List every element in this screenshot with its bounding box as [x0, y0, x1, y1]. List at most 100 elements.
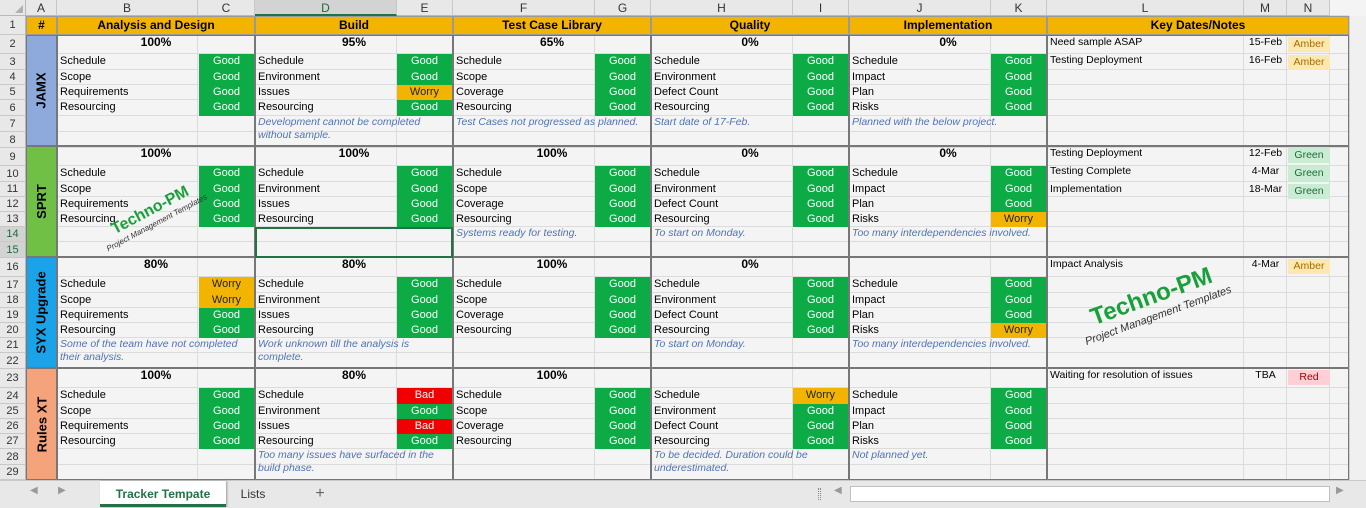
status-good-badge[interactable]: Good	[793, 419, 848, 434]
status-good-badge[interactable]: Good	[991, 70, 1046, 85]
row-header-20[interactable]: 20	[0, 323, 26, 338]
status-good-badge[interactable]: Good	[991, 434, 1046, 449]
column-header-l[interactable]: L	[1047, 0, 1244, 16]
phase-note[interactable]	[255, 227, 453, 257]
row-header-11[interactable]: 11	[0, 182, 26, 197]
row-header-10[interactable]: 10	[0, 166, 26, 182]
scroll-tabs-left-icon[interactable]: ◀	[30, 485, 38, 496]
status-good-badge[interactable]: Good	[793, 54, 848, 70]
phase-note[interactable]	[453, 449, 651, 480]
phase-note[interactable]: To be decided. Duration could be underes…	[654, 449, 808, 474]
status-good-badge[interactable]: Good	[199, 212, 254, 227]
status-good-badge[interactable]: Good	[595, 323, 650, 338]
phase-note[interactable]: Start date of 17-Feb.	[654, 116, 751, 128]
status-good-badge[interactable]: Good	[199, 388, 254, 404]
key-date-date[interactable]: 16-Feb	[1248, 54, 1283, 66]
row-header-23[interactable]: 23	[0, 369, 26, 388]
status-good-badge[interactable]: Good	[397, 100, 452, 116]
status-worry-badge[interactable]: Worry	[991, 212, 1046, 227]
hscroll-left-icon[interactable]: ◀	[834, 485, 842, 496]
status-good-badge[interactable]: Good	[595, 182, 650, 197]
column-header-g[interactable]: G	[595, 0, 651, 16]
row-header-6[interactable]: 6	[0, 100, 26, 116]
row-header-21[interactable]: 21	[0, 338, 26, 353]
key-date-date[interactable]: 18-Mar	[1248, 183, 1283, 195]
status-good-badge[interactable]: Good	[397, 182, 452, 197]
key-date-note[interactable]: Testing Complete	[1050, 165, 1132, 177]
status-good-badge[interactable]: Good	[595, 434, 650, 449]
status-good-badge[interactable]: Good	[793, 166, 848, 182]
status-good-badge[interactable]: Good	[793, 85, 848, 100]
status-good-badge[interactable]: Good	[595, 54, 650, 70]
status-good-badge[interactable]: Good	[991, 85, 1046, 100]
row-header-24[interactable]: 24	[0, 388, 26, 404]
status-good-badge[interactable]: Good	[595, 388, 650, 404]
key-date-note[interactable]: Waiting for resolution of issues	[1050, 369, 1193, 381]
phase-note[interactable]: Planned with the below project.	[852, 116, 998, 128]
status-good-badge[interactable]: Good	[991, 100, 1046, 116]
row-header-19[interactable]: 19	[0, 308, 26, 323]
status-good-badge[interactable]: Good	[199, 419, 254, 434]
status-good-badge[interactable]: Good	[991, 166, 1046, 182]
status-good-badge[interactable]: Good	[793, 197, 848, 212]
status-good-badge[interactable]: Good	[595, 166, 650, 182]
key-date-note[interactable]: Implementation	[1050, 183, 1122, 195]
status-good-badge[interactable]: Good	[793, 293, 848, 308]
sheet-tab-lists[interactable]: Lists	[240, 487, 266, 501]
row-header-12[interactable]: 12	[0, 197, 26, 212]
phase-note[interactable]: Work unknown till the analysis is comple…	[258, 338, 410, 363]
row-header-26[interactable]: 26	[0, 419, 26, 434]
status-good-badge[interactable]: Good	[991, 293, 1046, 308]
status-worry-badge[interactable]: Worry	[793, 388, 848, 404]
spreadsheet-grid[interactable]: A B C D E F G H I J K L M N 1 2 3 4 5 6 7 8 9 10 11 12 13 14 15 16 17 1…	[0, 0, 1366, 480]
row-header-3[interactable]: 3	[0, 54, 26, 70]
status-good-badge[interactable]: Good	[793, 308, 848, 323]
column-header-e[interactable]: E	[397, 0, 453, 16]
key-date-status-green[interactable]: Green	[1288, 184, 1330, 199]
status-good-badge[interactable]: Good	[595, 308, 650, 323]
status-good-badge[interactable]: Good	[199, 182, 254, 197]
status-good-badge[interactable]: Good	[199, 323, 254, 338]
hscroll-right-icon[interactable]: ▶	[1336, 485, 1344, 496]
status-worry-badge[interactable]: Worry	[199, 293, 254, 308]
status-good-badge[interactable]: Good	[397, 70, 452, 85]
status-good-badge[interactable]: Good	[595, 404, 650, 419]
phase-note[interactable]: To start on Monday.	[654, 227, 746, 239]
column-header-a[interactable]: A	[26, 0, 57, 16]
key-date-note[interactable]: Testing Deployment	[1050, 147, 1143, 159]
column-header-k[interactable]: K	[991, 0, 1047, 16]
status-good-badge[interactable]: Good	[199, 308, 254, 323]
phase-note[interactable]: Not planned yet.	[852, 449, 929, 461]
status-good-badge[interactable]: Good	[397, 404, 452, 419]
status-good-badge[interactable]: Good	[397, 197, 452, 212]
row-header-29[interactable]: 29	[0, 465, 26, 480]
status-good-badge[interactable]: Good	[199, 197, 254, 212]
column-header-n[interactable]: N	[1287, 0, 1330, 16]
status-good-badge[interactable]: Good	[199, 434, 254, 449]
status-good-badge[interactable]: Good	[199, 166, 254, 182]
status-good-badge[interactable]: Good	[397, 212, 452, 227]
row-header-22[interactable]: 22	[0, 353, 26, 369]
key-date-status-amber[interactable]: Amber	[1288, 37, 1330, 52]
status-good-badge[interactable]: Good	[793, 404, 848, 419]
phase-note[interactable]: Development cannot be completed without …	[258, 116, 421, 141]
status-good-badge[interactable]: Good	[199, 70, 254, 85]
phase-note[interactable]	[453, 338, 651, 368]
row-header-2[interactable]: 2	[0, 35, 26, 54]
status-good-badge[interactable]: Good	[397, 54, 452, 70]
key-date-status-amber[interactable]: Amber	[1288, 55, 1330, 70]
status-good-badge[interactable]: Good	[793, 70, 848, 85]
status-good-badge[interactable]: Good	[793, 182, 848, 197]
select-all-corner[interactable]	[0, 0, 26, 16]
status-good-badge[interactable]: Good	[199, 100, 254, 116]
status-good-badge[interactable]: Good	[595, 419, 650, 434]
status-good-badge[interactable]: Good	[397, 293, 452, 308]
column-header-h[interactable]: H	[651, 0, 793, 16]
status-good-badge[interactable]: Good	[991, 419, 1046, 434]
status-good-badge[interactable]: Good	[397, 277, 452, 293]
row-header-9[interactable]: 9	[0, 148, 26, 166]
status-good-badge[interactable]: Good	[199, 404, 254, 419]
status-good-badge[interactable]: Good	[793, 212, 848, 227]
phase-note[interactable]	[57, 116, 255, 146]
row-header-7[interactable]: 7	[0, 116, 26, 132]
